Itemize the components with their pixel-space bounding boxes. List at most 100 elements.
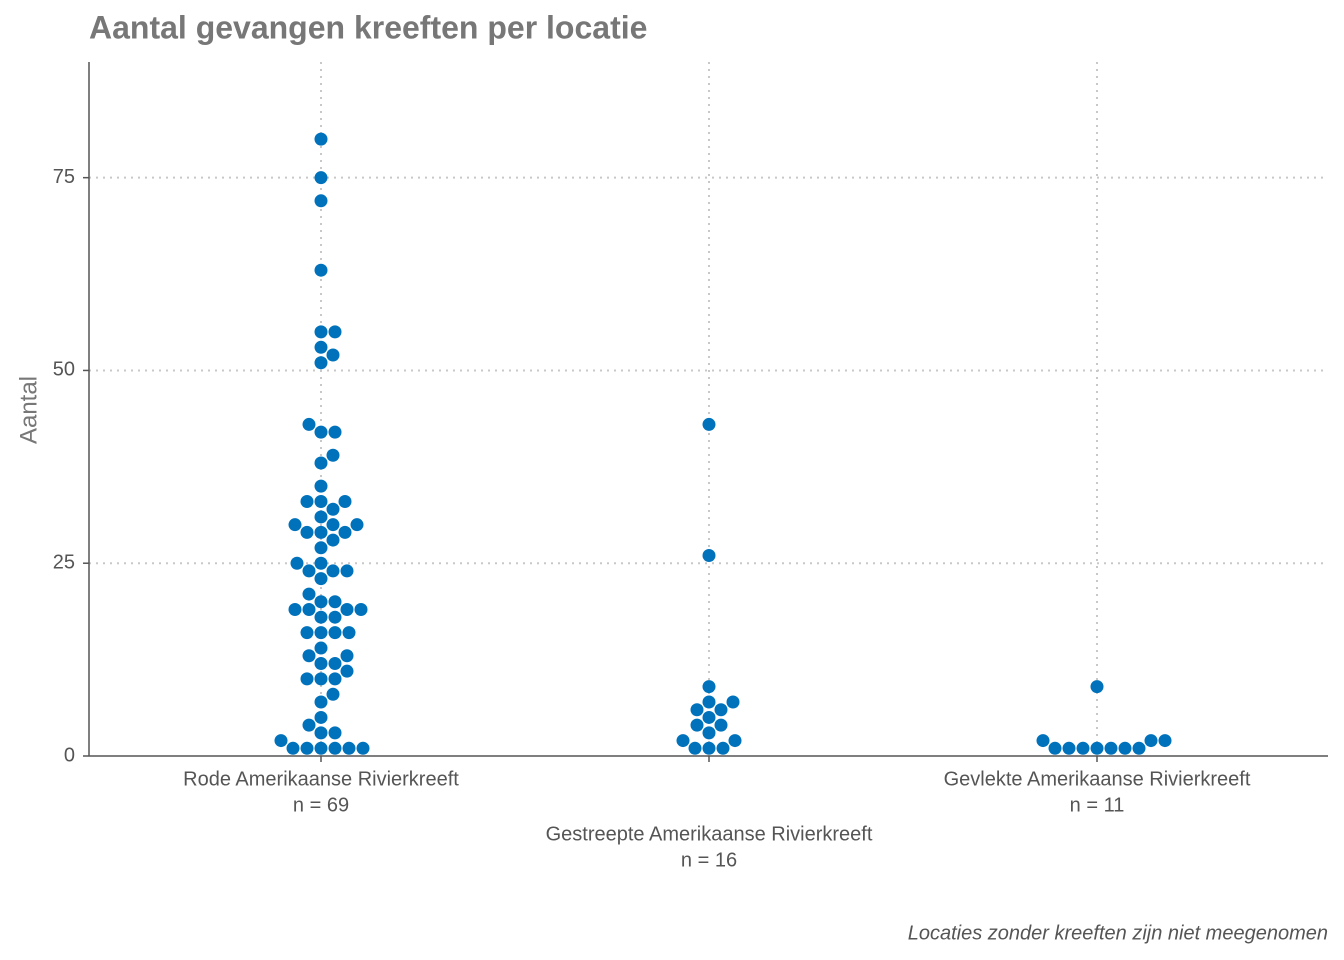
point (314, 510, 328, 524)
point (326, 348, 340, 362)
point (314, 656, 328, 670)
chart-title: Aantal gevangen kreeften per locatie (89, 9, 647, 45)
point (702, 680, 716, 694)
point (302, 564, 316, 578)
point (1132, 741, 1146, 755)
point (1076, 741, 1090, 755)
point (1158, 734, 1172, 748)
x-tick-label: Rode Amerikaanse Rivierkreeft (183, 768, 459, 790)
point (702, 710, 716, 724)
point (314, 610, 328, 624)
point (314, 171, 328, 185)
point (326, 502, 340, 516)
point (714, 703, 728, 717)
point (326, 564, 340, 578)
point (702, 726, 716, 740)
point (1062, 741, 1076, 755)
point (1036, 734, 1050, 748)
point (1118, 741, 1132, 755)
point (314, 194, 328, 208)
point (340, 564, 354, 578)
point (328, 325, 342, 339)
point (1090, 680, 1104, 694)
point (314, 525, 328, 539)
x-tick-count: n = 69 (293, 794, 349, 816)
point (314, 695, 328, 709)
point (328, 425, 342, 439)
point (302, 417, 316, 431)
point (328, 595, 342, 609)
x-tick-count: n = 11 (1070, 794, 1125, 816)
y-tick-label: 0 (64, 744, 75, 766)
point (314, 356, 328, 370)
point (314, 495, 328, 509)
point (1090, 741, 1104, 755)
point (314, 456, 328, 470)
point (314, 595, 328, 609)
point (340, 664, 354, 678)
point (300, 525, 314, 539)
point (314, 572, 328, 586)
point (302, 649, 316, 663)
point (342, 741, 356, 755)
point (702, 549, 716, 563)
point (690, 703, 704, 717)
point (314, 672, 328, 686)
point (288, 602, 302, 616)
point (702, 695, 716, 709)
point (314, 263, 328, 277)
point (302, 718, 316, 732)
point (314, 479, 328, 493)
point (286, 741, 300, 755)
point (326, 518, 340, 532)
point (314, 325, 328, 339)
point (328, 741, 342, 755)
point (328, 726, 342, 740)
point (328, 610, 342, 624)
point (728, 734, 742, 748)
point (300, 626, 314, 640)
x-tick-label: Gevlekte Amerikaanse Rivierkreeft (944, 768, 1251, 790)
point (702, 417, 716, 431)
point (1048, 741, 1062, 755)
point (314, 340, 328, 354)
point (326, 448, 340, 462)
point (328, 626, 342, 640)
point (288, 518, 302, 532)
point (340, 602, 354, 616)
point (690, 718, 704, 732)
point (314, 710, 328, 724)
point (290, 556, 304, 570)
caption: Locaties zonder kreeften zijn niet meege… (908, 922, 1328, 944)
point (314, 726, 328, 740)
point (314, 641, 328, 655)
x-tick-label: Gestreepte Amerikaanse Rivierkreeft (546, 823, 873, 845)
point (302, 602, 316, 616)
point (326, 687, 340, 701)
point (716, 741, 730, 755)
point (300, 741, 314, 755)
x-tick-count: n = 16 (681, 849, 737, 871)
y-axis-label: Aantal (15, 376, 42, 444)
point (1104, 741, 1118, 755)
point (300, 672, 314, 686)
y-tick-label: 50 (53, 359, 75, 381)
y-tick-label: 75 (53, 166, 75, 188)
point (314, 132, 328, 146)
point (328, 656, 342, 670)
point (314, 556, 328, 570)
point (356, 741, 370, 755)
point (354, 602, 368, 616)
point (314, 541, 328, 555)
point (274, 734, 288, 748)
point (350, 518, 364, 532)
point (314, 425, 328, 439)
point (328, 672, 342, 686)
y-tick-label: 25 (53, 552, 75, 574)
point (1144, 734, 1158, 748)
point (714, 718, 728, 732)
point (300, 495, 314, 509)
point (676, 734, 690, 748)
point (726, 695, 740, 709)
